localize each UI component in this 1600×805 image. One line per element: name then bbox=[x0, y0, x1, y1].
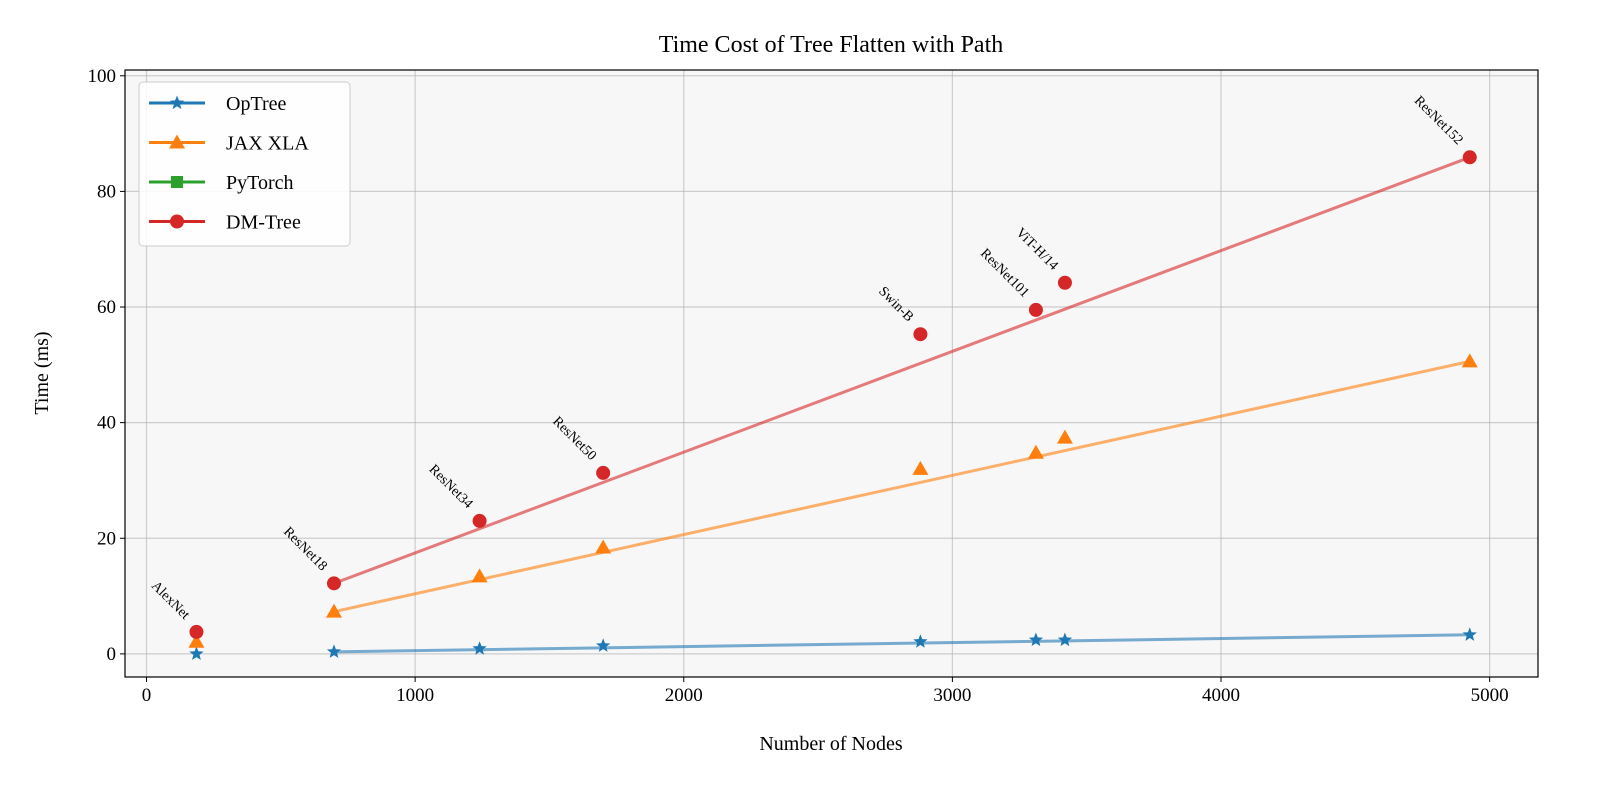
x-tick-label: 2000 bbox=[665, 685, 703, 706]
dm-tree-point bbox=[1028, 302, 1043, 317]
legend-label-jax-xla: JAX XLA bbox=[226, 133, 309, 155]
optree-point bbox=[1057, 632, 1073, 647]
jax-xla-point bbox=[912, 460, 929, 475]
dm-tree-point bbox=[326, 576, 341, 591]
optree-point bbox=[1462, 627, 1477, 641]
x-axis-label: Number of Nodes bbox=[759, 733, 903, 755]
y-tick-label: 20 bbox=[97, 528, 116, 549]
axis-ticks: 0 1000 2000 3000 4000 5000 0 20 40 60 80 100 bbox=[88, 66, 1509, 706]
jax-xla-point bbox=[1027, 444, 1044, 459]
x-tick-label: 0 bbox=[142, 685, 152, 706]
legend-marker-optree bbox=[169, 95, 185, 110]
y-tick-label: 80 bbox=[97, 181, 116, 202]
optree-point bbox=[472, 641, 487, 655]
optree-point bbox=[326, 644, 342, 658]
legend-marker-jax-xla bbox=[169, 134, 185, 149]
legend-label-pytorch: PyTorch bbox=[226, 172, 293, 194]
fit-lines bbox=[333, 155, 1471, 654]
plot-background bbox=[125, 70, 1538, 677]
y-tick-label: 40 bbox=[97, 413, 116, 434]
jax-xla-point bbox=[471, 568, 488, 583]
x-tick-label: 4000 bbox=[1202, 685, 1240, 706]
jax-xla-point bbox=[595, 539, 612, 554]
jax-xla-point bbox=[1056, 429, 1073, 444]
optree-point bbox=[596, 638, 611, 652]
optree-point bbox=[189, 646, 204, 660]
legend: OpTree JAX XLA PyTorch DM-Tree bbox=[138, 81, 351, 247]
y-tick-label: 100 bbox=[88, 66, 117, 87]
grid bbox=[125, 70, 1538, 677]
jax-xla-point bbox=[188, 633, 205, 648]
dm-tree-point bbox=[472, 513, 487, 528]
legend-label-dm-tree: DM-Tree bbox=[226, 212, 301, 234]
dm-tree-point bbox=[1462, 150, 1477, 165]
x-tick-label: 3000 bbox=[933, 685, 971, 706]
dm-tree-fit-line bbox=[333, 155, 1471, 585]
optree-point bbox=[913, 634, 928, 648]
optree-point bbox=[1028, 632, 1044, 647]
dm-tree-point bbox=[913, 327, 928, 342]
data-points bbox=[188, 150, 1478, 660]
optree-fit-line bbox=[333, 633, 1470, 654]
x-tick-label: 1000 bbox=[396, 685, 434, 706]
y-tick-label: 0 bbox=[107, 644, 117, 665]
y-axis-label: Time (ms) bbox=[31, 331, 53, 414]
jax-xla-point bbox=[325, 603, 342, 618]
jax-xla-fit-line bbox=[333, 359, 1471, 614]
x-tick-label: 5000 bbox=[1471, 685, 1509, 706]
jax-xla-point bbox=[1461, 353, 1478, 368]
chart-title: Time Cost of Tree Flatten with Path bbox=[659, 32, 1003, 58]
legend-marker-dm-tree bbox=[170, 214, 184, 229]
legend-label-optree: OpTree bbox=[226, 93, 286, 115]
dm-tree-point bbox=[596, 465, 611, 480]
dm-tree-point bbox=[189, 624, 204, 639]
legend-marker-pytorch bbox=[171, 176, 183, 188]
dm-tree-point bbox=[1057, 275, 1072, 290]
plot-frame bbox=[124, 69, 1539, 678]
y-tick-label: 60 bbox=[97, 297, 116, 318]
legend-box bbox=[138, 81, 351, 247]
